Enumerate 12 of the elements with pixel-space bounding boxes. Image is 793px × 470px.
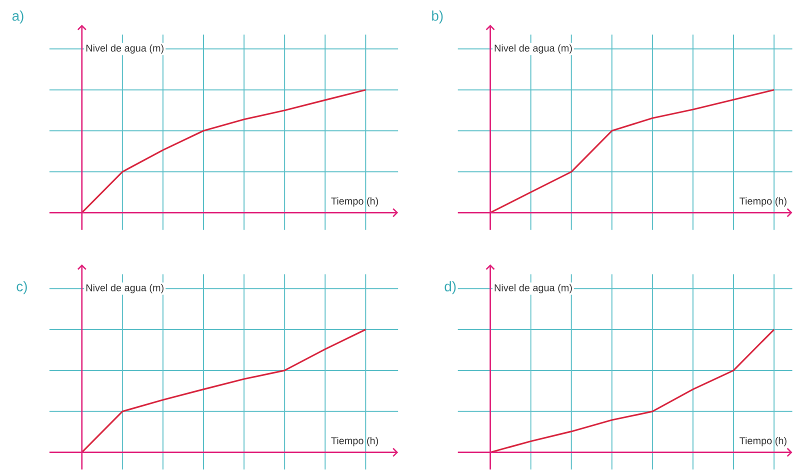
chart-title: c) bbox=[16, 281, 27, 294]
y-axis-title: Nivel de agua (m) bbox=[494, 44, 572, 54]
x-axis-title: Tiempo (h) bbox=[740, 436, 786, 446]
chart-title: a) bbox=[12, 10, 24, 24]
chart-title: d) bbox=[444, 281, 456, 294]
x-axis-title: Tiempo (h) bbox=[331, 197, 378, 206]
y-axis-title: Nivel de agua (m) bbox=[86, 44, 164, 54]
chart-title: b) bbox=[432, 10, 443, 24]
x-axis-title: Tiempo (h) bbox=[740, 197, 786, 206]
x-axis-title: Tiempo (h) bbox=[331, 436, 378, 446]
y-axis-title: Nivel de agua (m) bbox=[494, 284, 572, 294]
y-axis-title: Nivel de agua (m) bbox=[86, 284, 164, 294]
